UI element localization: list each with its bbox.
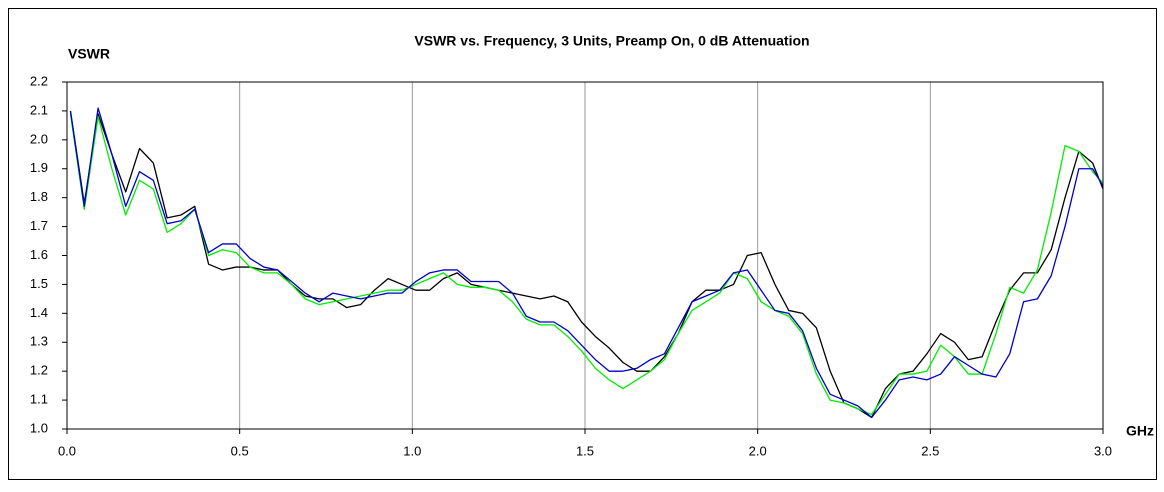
series-line — [69, 107, 1104, 419]
y-tick-label: 1.3 — [30, 334, 48, 349]
x-tick-label: 1.5 — [576, 443, 594, 458]
y-tick-label: 2.0 — [30, 131, 48, 146]
plot-frame — [66, 81, 1104, 430]
y-tick-label: 1.9 — [30, 160, 48, 175]
y-tick-label: 2.2 — [30, 73, 48, 88]
x-tick-label: 0.5 — [231, 443, 249, 458]
x-axis-label: GHz — [1126, 423, 1154, 439]
y-tick-label: 1.6 — [30, 247, 48, 262]
y-axis-label: VSWR — [68, 46, 110, 62]
y-tick-label: 2.1 — [30, 102, 48, 117]
chart-frame — [8, 8, 1157, 480]
y-tick-label: 1.0 — [30, 420, 48, 435]
chart-title: VSWR vs. Frequency, 3 Units, Preamp On, … — [414, 33, 809, 49]
series-line — [69, 110, 1104, 419]
x-tick-label: 3.0 — [1094, 443, 1112, 458]
x-tick-label: 2.0 — [749, 443, 767, 458]
y-tick-label: 1.1 — [30, 392, 48, 407]
y-tick-label: 1.8 — [30, 189, 48, 204]
lines — [69, 107, 1104, 419]
y-tick-label: 1.4 — [30, 305, 48, 320]
y-tick-label: 1.5 — [30, 276, 48, 291]
series-line — [69, 113, 1104, 416]
x-tick-label: 2.5 — [921, 443, 939, 458]
y-tick-label: 1.2 — [30, 363, 48, 378]
y-tick-label: 1.7 — [30, 218, 48, 233]
x-tick-label: 1.0 — [403, 443, 421, 458]
x-tick-label: 0.0 — [58, 443, 76, 458]
